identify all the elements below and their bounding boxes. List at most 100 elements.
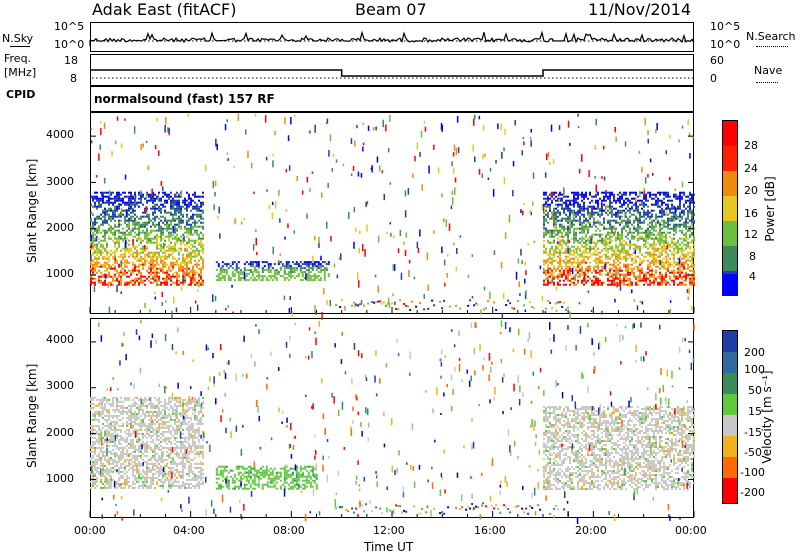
power-scatter [521,150,523,156]
power-cell [621,215,623,218]
power-scatter [139,190,142,195]
power-scatter [272,153,274,157]
power-cell [589,193,591,196]
power-cell [243,267,246,270]
power-cell [673,213,675,216]
power-cell [673,279,675,282]
power-cell [631,259,633,262]
power-cell [599,269,601,272]
power-ground [353,301,356,304]
power-cell [565,195,567,198]
power-scatter [524,291,527,300]
power-cell [92,205,94,208]
power-cell [591,279,593,282]
power-cell [567,229,569,232]
velocity-cell [90,470,92,473]
power-cell [603,243,605,246]
power-cell [192,265,194,268]
power-scatter [539,265,542,270]
power-cell [609,195,611,198]
power-cell [587,205,589,208]
power-cell [665,239,667,242]
power-cell [653,219,655,222]
power-cell [677,257,679,260]
power-scatter [107,283,110,288]
velocity-cell [92,396,94,399]
velocity-cell [92,470,94,473]
power-cell [569,247,571,250]
power-cell [663,191,665,194]
power-scatter [111,151,113,157]
power-scatter [471,254,474,257]
power-cell [192,243,194,246]
power-cell [567,207,569,210]
power-scatter [271,201,274,206]
power-cell [305,273,308,276]
power-cell [178,195,180,198]
power-cell [108,251,110,254]
power-cell [627,231,629,234]
velocity-cell [106,460,108,463]
power-cell [683,233,685,236]
power-cell [577,265,579,268]
power-cell [567,217,569,220]
power-scatter [184,273,187,278]
power-cell [587,225,589,228]
power-scatter [563,187,565,195]
power-cell [569,271,571,274]
power-cell [559,191,561,194]
power-cell [194,253,196,256]
power-cell [593,213,595,216]
velocity-cell [130,442,132,445]
power-cell [579,205,581,208]
power-scatter [362,142,365,146]
power-cell [675,213,677,216]
velocity-cell [126,452,128,455]
power-cell [627,221,629,224]
power-cell [683,283,685,286]
power-cell [639,245,641,248]
power-cell [577,209,579,212]
power-cell [198,263,200,266]
power-cell [138,259,140,262]
power-cell [649,279,651,282]
power-cell [621,241,623,244]
power-cell [647,191,649,194]
power-cell [575,197,577,200]
power-cell [160,243,162,246]
power-cell [194,213,196,216]
power-cell [200,239,202,242]
power-cell [124,191,126,194]
power-scatter [268,204,271,210]
power-cell [172,213,174,216]
power-cell [575,233,577,236]
velocity-cell [94,396,96,399]
power-cell [549,205,551,208]
power-cell [581,223,583,226]
power-cell [679,267,681,270]
power-cell [138,265,140,268]
power-cell [543,271,545,274]
power-cell [581,193,583,196]
power-cell [553,281,555,284]
power-cell [108,227,110,230]
power-cell [673,205,675,208]
power-cell [667,269,669,272]
power-cell [130,281,132,284]
power-cell [669,261,671,264]
velocity-cell [114,420,116,423]
power-cell [180,207,182,210]
power-cell [687,275,689,278]
power-cell [555,195,557,198]
power-cell [202,221,204,224]
power-scatter [544,311,547,315]
power-scatter [616,281,619,287]
power-cell [174,209,176,212]
velocity-cell [114,430,116,433]
velocity-cell [120,458,122,461]
power-cell [114,207,116,210]
power-cell [645,197,647,200]
power-cell [245,269,248,272]
power-cell [669,235,671,238]
